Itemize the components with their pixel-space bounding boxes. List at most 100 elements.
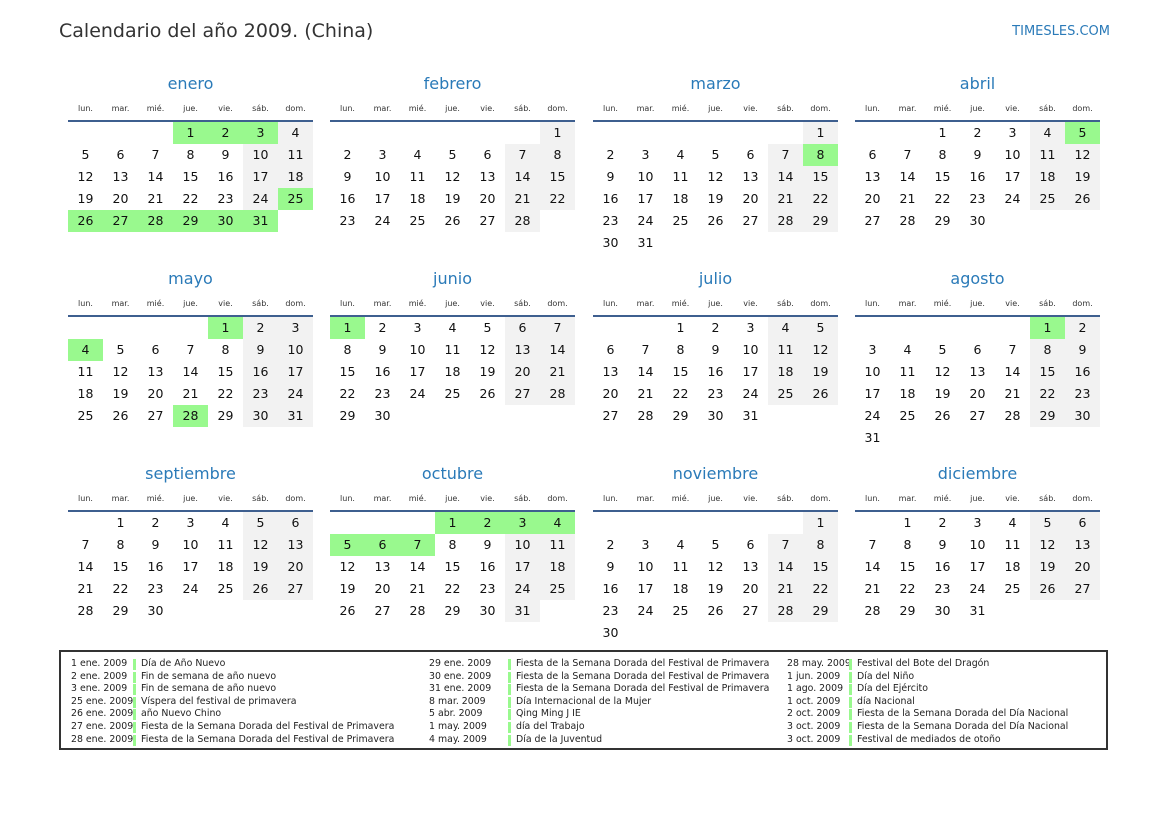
month-junio: junio lun. mar. mié. jue. vie. sáb. dom. 1 2 3 4 5 6 7… — [330, 267, 575, 427]
day-cell: 23 — [339, 213, 356, 228]
day-cell: 27 — [374, 603, 391, 618]
day-cell: 7 — [768, 144, 803, 166]
day-grid: 1 2 3 4 5 6 7 8 9 10 11 12 13 14 15 16 17 18 19 20 21 22 23 24 2… — [330, 512, 575, 622]
legend-row: 31 ene. 2009 Fiesta de la Semana Dorada d… — [429, 683, 769, 696]
holiday-date: 25 ene. 2009 — [71, 695, 134, 707]
day-cell: 18 — [672, 191, 689, 206]
empty-cell — [995, 317, 1030, 339]
month-title: febrero — [423, 74, 482, 93]
day-cell: 24 — [1004, 191, 1021, 206]
day-cell: 22 — [934, 191, 951, 206]
weekday-label: mar. — [636, 103, 655, 113]
day-cell: 23 — [602, 213, 619, 228]
empty-cell — [855, 122, 890, 144]
day-cell: 10 — [637, 169, 654, 184]
day-cell: 12 — [1065, 144, 1100, 166]
day-cell: 4 — [448, 320, 457, 335]
day-cell: 26 — [112, 408, 129, 423]
month-title: agosto — [950, 269, 1005, 288]
weekday-label: mar. — [636, 298, 655, 308]
day-cell: 11 — [77, 364, 94, 379]
day-cell: 1 — [903, 515, 912, 530]
day-grid: 1 2 3 4 5 6 7 8 9 10 11 12 13 14 15 16 17 18 19 20 21 22 23 24 2… — [855, 317, 1100, 449]
day-cell: 27 — [1065, 578, 1100, 600]
empty-cell — [103, 317, 138, 339]
day-cell: 31 — [278, 405, 313, 427]
weekday-label: lun. — [78, 298, 93, 308]
day-cell: 2 — [711, 320, 720, 335]
day-cell: 11 — [540, 534, 575, 556]
legend-row: 26 ene. 2009 año Nuevo Chino — [71, 708, 394, 721]
day-cell: 4 — [676, 147, 685, 162]
day-cell: 16 — [479, 559, 496, 574]
holiday-day-cell: 1 — [1030, 317, 1065, 339]
holiday-day-cell: 28 — [138, 210, 173, 232]
month-julio: julio lun. mar. mié. jue. vie. sáb. dom. 1 2 3 4 5 6 7… — [593, 267, 838, 427]
day-cell: 17 — [182, 559, 199, 574]
weekday-label: lun. — [865, 493, 880, 503]
day-cell: 20 — [742, 581, 759, 596]
day-cell: 22 — [217, 386, 234, 401]
day-cell: 24 — [243, 188, 278, 210]
day-cell: 15 — [339, 364, 356, 379]
holiday-marker — [849, 684, 852, 696]
weekday-label: mar. — [373, 103, 392, 113]
day-cell: 15 — [672, 364, 689, 379]
day-cell: 28 — [1004, 408, 1021, 423]
day-cell: 25 — [409, 213, 426, 228]
legend-row: 28 may. 2009 Festival del Bote del Dragón — [787, 658, 1068, 671]
holiday-marker — [508, 696, 511, 708]
day-cell: 2 — [973, 125, 982, 140]
day-cell: 12 — [707, 169, 724, 184]
day-cell: 17 — [637, 581, 654, 596]
day-cell: 30 — [1065, 405, 1100, 427]
day-cell: 28 — [505, 210, 540, 232]
day-cell: 31 — [742, 408, 759, 423]
brand-link[interactable]: TIMESLES.COM — [1012, 24, 1110, 39]
day-cell: 31 — [969, 603, 986, 618]
holiday-name: Día del Niño — [857, 670, 915, 682]
day-cell: 13 — [969, 364, 986, 379]
holiday-day-cell: 6 — [365, 534, 400, 556]
day-cell: 19 — [1030, 556, 1065, 578]
holiday-name: año Nuevo Chino — [141, 708, 222, 720]
day-cell: 2 — [606, 537, 615, 552]
day-cell: 16 — [147, 559, 164, 574]
holiday-marker — [133, 684, 136, 696]
day-grid: 1 2 3 4 5 6 7 8 9 10 11 12 13 14 15 16 17 18 19 20 21 22 23 24 2… — [593, 512, 838, 644]
weekday-label: jue. — [708, 103, 723, 113]
day-cell: 5 — [711, 147, 720, 162]
weekday-label: vie. — [218, 298, 233, 308]
day-cell: 26 — [339, 603, 356, 618]
holiday-day-cell: 30 — [208, 210, 243, 232]
day-cell: 24 — [182, 581, 199, 596]
day-cell: 25 — [1030, 188, 1065, 210]
month-title: octubre — [421, 464, 484, 483]
day-cell: 21 — [182, 386, 199, 401]
day-cell: 27 — [864, 213, 881, 228]
day-cell: 24 — [969, 581, 986, 596]
weekday-header: lun. mar. mié. jue. vie. sáb. dom. — [330, 96, 575, 122]
empty-cell — [330, 122, 365, 144]
day-cell: 15 — [934, 169, 951, 184]
holiday-day-cell: 28 — [173, 405, 208, 427]
day-cell: 22 — [444, 581, 461, 596]
empty-cell — [768, 512, 803, 534]
day-cell: 2 — [343, 147, 352, 162]
legend-row: 27 ene. 2009 Fiesta de la Semana Dorada d… — [71, 721, 394, 734]
day-grid: 1 2 3 4 5 6 7 8 9 10 11 12 13 14 15 16 17 18 19 20 21 22 23 24 2… — [855, 122, 1100, 232]
empty-cell — [138, 317, 173, 339]
day-cell: 6 — [116, 147, 125, 162]
weekday-label: mar. — [373, 493, 392, 503]
day-cell: 14 — [409, 559, 426, 574]
day-cell: 28 — [77, 603, 94, 618]
day-cell: 13 — [742, 169, 759, 184]
day-grid: 1 2 3 4 5 6 7 8 9 10 11 12 13 14 15 16 17 18 19 20 21 22 23 24 2… — [593, 317, 838, 427]
empty-cell — [593, 122, 628, 144]
weekday-label: mar. — [111, 298, 130, 308]
weekday-label: dom. — [1072, 493, 1093, 503]
holiday-marker — [849, 721, 852, 733]
holiday-day-cell: 8 — [803, 144, 838, 166]
weekday-label: mié. — [671, 103, 690, 113]
holiday-date: 4 may. 2009 — [429, 733, 487, 745]
